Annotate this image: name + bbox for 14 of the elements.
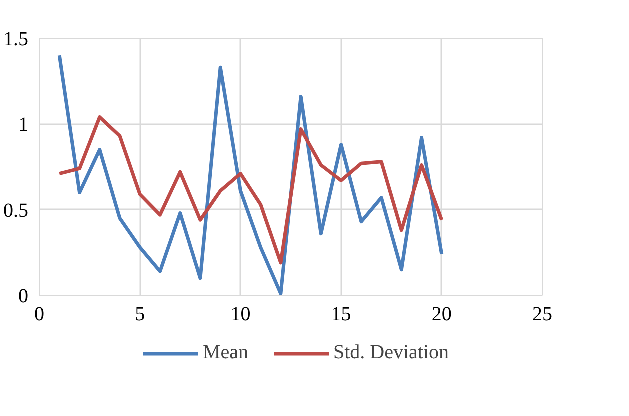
line-series [58, 116, 444, 265]
legend-label: Mean [202, 342, 248, 364]
x-tick-label: 20 [432, 304, 452, 326]
legend-label: Std. Deviation [334, 342, 450, 364]
line-series [58, 54, 444, 296]
x-tick-label: 25 [532, 304, 552, 326]
x-tick-label: 15 [331, 304, 352, 326]
x-tick-label: 10 [230, 304, 251, 326]
y-tick-label: 1.5 [4, 28, 28, 50]
y-tick-label: 0.5 [4, 200, 28, 222]
x-tick-label: 5 [135, 304, 146, 326]
y-tick-label: 1 [18, 114, 28, 136]
x-tick-label: 0 [34, 304, 44, 326]
y-tick-label: 0 [18, 286, 28, 308]
